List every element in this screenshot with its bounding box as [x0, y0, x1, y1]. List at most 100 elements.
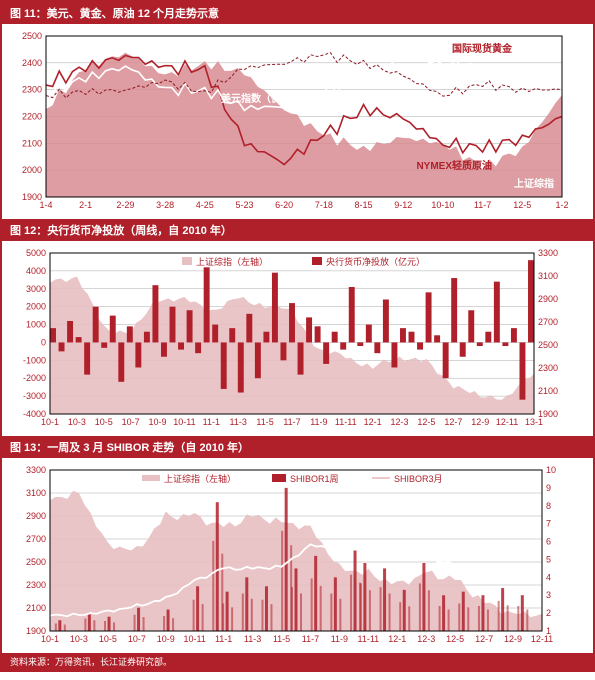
svg-text:SHIBOR3月: SHIBOR3月 [394, 474, 443, 484]
svg-text:上证综指（左轴）: 上证综指（左轴） [164, 473, 236, 484]
svg-text:10-7: 10-7 [122, 417, 140, 427]
svg-text:11-11: 11-11 [335, 417, 357, 427]
svg-text:4-25: 4-25 [196, 200, 214, 210]
svg-text:美元指数（仿）: 美元指数（仿） [221, 92, 291, 105]
svg-text:11-11: 11-11 [358, 634, 380, 644]
svg-text:12-11: 12-11 [531, 634, 553, 644]
chart12-svg: -4000-3000-2000-100001000200030004000500… [12, 247, 572, 432]
svg-text:7-18: 7-18 [315, 200, 333, 210]
svg-text:12-5: 12-5 [446, 634, 464, 644]
svg-text:12-3: 12-3 [417, 634, 435, 644]
svg-text:上证综指: 上证综指 [514, 177, 554, 190]
chart13-title: 图 13：一周及 3 月 SHIBOR 走势（自 2010 年） [2, 436, 593, 458]
svg-text:3: 3 [546, 590, 551, 600]
svg-text:10: 10 [546, 465, 556, 475]
svg-text:5000: 5000 [26, 248, 46, 258]
svg-text:11-9: 11-9 [331, 634, 348, 644]
svg-text:10-3: 10-3 [70, 634, 88, 644]
svg-text:10-1: 10-1 [41, 634, 59, 644]
svg-text:2100: 2100 [538, 386, 558, 396]
svg-text:5-23: 5-23 [235, 200, 253, 210]
svg-text:9: 9 [546, 483, 551, 493]
svg-text:5: 5 [546, 554, 551, 564]
svg-text:上证综指（左轴）: 上证综指（左轴） [196, 256, 268, 267]
svg-text:3300: 3300 [538, 248, 558, 258]
svg-text:-2000: -2000 [23, 373, 46, 383]
svg-text:12-1: 12-1 [364, 417, 382, 427]
svg-text:11-7: 11-7 [474, 200, 491, 210]
svg-text:2000: 2000 [26, 302, 46, 312]
svg-text:11-9: 11-9 [310, 417, 327, 427]
svg-text:4: 4 [546, 572, 551, 582]
svg-text:2300: 2300 [26, 580, 46, 590]
svg-text:-3000: -3000 [23, 391, 46, 401]
svg-text:2: 2 [546, 608, 551, 618]
svg-text:4000: 4000 [26, 266, 46, 276]
svg-text:3300: 3300 [26, 465, 46, 475]
svg-text:7: 7 [546, 519, 551, 529]
svg-text:12-9: 12-9 [504, 634, 522, 644]
svg-text:10-11: 10-11 [184, 634, 206, 644]
svg-text:12-5: 12-5 [513, 200, 531, 210]
svg-text:11-3: 11-3 [244, 634, 261, 644]
svg-text:11-5: 11-5 [256, 417, 273, 427]
svg-text:0: 0 [41, 337, 46, 347]
chart11-svg: 19002000210022002300240025001-42-12-293-… [12, 30, 572, 215]
chart12-container: -4000-3000-2000-100001000200030004000500… [2, 241, 593, 436]
svg-text:2300: 2300 [22, 85, 42, 95]
chart13-svg: 1900210023002500270029003100330012345678… [12, 464, 572, 649]
svg-text:12-7: 12-7 [475, 634, 493, 644]
svg-text:-1000: -1000 [23, 355, 46, 365]
svg-text:2200: 2200 [22, 112, 42, 122]
svg-text:12-5: 12-5 [417, 417, 435, 427]
svg-text:3-28: 3-28 [156, 200, 174, 210]
svg-text:11-7: 11-7 [283, 417, 300, 427]
svg-text:6-20: 6-20 [275, 200, 293, 210]
svg-text:SHIBOR1周: SHIBOR1周 [290, 474, 339, 484]
svg-text:11-7: 11-7 [302, 634, 319, 644]
svg-text:12-7: 12-7 [444, 417, 462, 427]
svg-text:2500: 2500 [22, 31, 42, 41]
svg-text:3100: 3100 [26, 488, 46, 498]
chart11-title: 图 11：美元、黄金、原油 12 个月走势示意 [2, 2, 593, 24]
source-footer: 资料来源：万得资讯，长江证券研究部。 [2, 653, 593, 670]
svg-text:2000: 2000 [22, 165, 42, 175]
svg-text:1-4: 1-4 [39, 200, 52, 210]
chart11-container: 19002000210022002300240025001-42-12-293-… [2, 24, 593, 219]
svg-text:3100: 3100 [538, 271, 558, 281]
svg-text:3000: 3000 [26, 284, 46, 294]
svg-text:11-5: 11-5 [273, 634, 290, 644]
svg-text:10-11: 10-11 [173, 417, 195, 427]
svg-text:2400: 2400 [22, 58, 42, 68]
chart13-container: 1900210023002500270029003100330012345678… [2, 458, 593, 653]
svg-text:2900: 2900 [538, 294, 558, 304]
svg-text:8-15: 8-15 [355, 200, 373, 210]
chart12-title: 图 12：央行货币净投放（周线，自 2010 年） [2, 219, 593, 241]
svg-text:12-3: 12-3 [391, 417, 409, 427]
svg-text:央行货币净投放（亿元）: 央行货币净投放（亿元） [326, 256, 425, 267]
svg-text:10-9: 10-9 [149, 417, 167, 427]
svg-text:10-1: 10-1 [41, 417, 59, 427]
svg-text:1-2: 1-2 [555, 200, 568, 210]
svg-text:12-9: 12-9 [471, 417, 489, 427]
svg-text:10-10: 10-10 [431, 200, 454, 210]
svg-text:2-1: 2-1 [79, 200, 92, 210]
svg-text:11-1: 11-1 [215, 634, 232, 644]
svg-text:2700: 2700 [538, 317, 558, 327]
svg-text:10-5: 10-5 [95, 417, 113, 427]
svg-text:NYMEX轻质原油: NYMEX轻质原油 [416, 159, 492, 172]
svg-text:2500: 2500 [538, 340, 558, 350]
svg-text:10-5: 10-5 [99, 634, 117, 644]
svg-text:2-29: 2-29 [116, 200, 134, 210]
svg-text:13-1: 13-1 [525, 417, 543, 427]
svg-text:10-9: 10-9 [157, 634, 175, 644]
svg-text:2900: 2900 [26, 511, 46, 521]
svg-text:6: 6 [546, 537, 551, 547]
svg-text:2100: 2100 [26, 603, 46, 613]
svg-text:国际现货黄金: 国际现货黄金 [452, 42, 513, 55]
svg-text:2300: 2300 [538, 363, 558, 373]
svg-text:11-3: 11-3 [230, 417, 247, 427]
svg-text:10-7: 10-7 [128, 634, 146, 644]
svg-text:12-1: 12-1 [388, 634, 406, 644]
svg-text:2700: 2700 [26, 534, 46, 544]
